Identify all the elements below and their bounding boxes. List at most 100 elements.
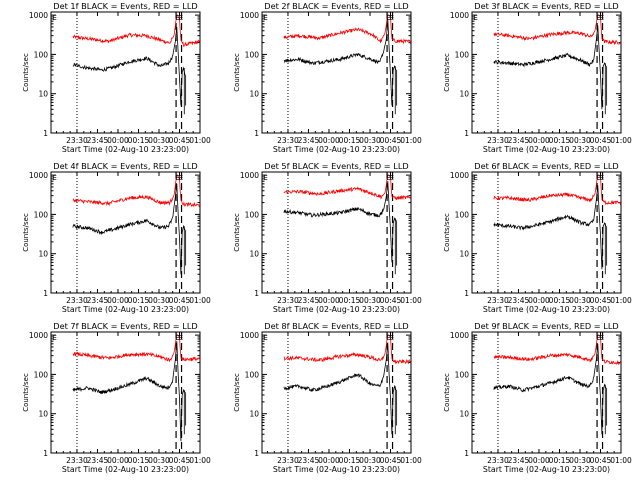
series-events-line bbox=[72, 341, 186, 442]
y-tick-label: 100 bbox=[34, 210, 49, 219]
event-marker-label: E bbox=[52, 14, 56, 22]
y-axis-label: Counts/sec bbox=[22, 373, 30, 412]
y-axis-label: Counts/sec bbox=[22, 213, 30, 252]
plot-frame bbox=[471, 171, 622, 294]
series-events-line bbox=[72, 26, 186, 106]
y-tick-label: 1000 bbox=[29, 331, 48, 340]
x-tick-label: 23:30 bbox=[66, 136, 88, 145]
y-tick-label: 100 bbox=[455, 50, 470, 59]
y-tick-label: 10 bbox=[459, 90, 469, 99]
panel-det-1f: Det 1f BLACK = Events, RED = LLD 23:3023:… bbox=[22, 1, 211, 154]
x-tick-label: 00:30 bbox=[148, 456, 170, 465]
plot-frame bbox=[471, 11, 622, 134]
series-lld-line bbox=[283, 14, 411, 45]
x-tick-label: 00:15 bbox=[128, 456, 150, 465]
x-tick-label: 23:30 bbox=[66, 456, 88, 465]
event-marker-label: E bbox=[600, 174, 604, 182]
y-tick-label: 10 bbox=[249, 410, 259, 419]
x-tick-label: 23:30 bbox=[487, 296, 509, 305]
x-tick-label: 00:00 bbox=[318, 296, 340, 305]
y-tick-label: 100 bbox=[34, 370, 49, 379]
x-tick-label: 01:00 bbox=[400, 456, 422, 465]
y-axis-label: Counts/sec bbox=[233, 213, 241, 252]
y-tick-label: 100 bbox=[245, 210, 260, 219]
x-tick-label: 23:45 bbox=[87, 136, 109, 145]
x-tick-label: 00:00 bbox=[107, 136, 129, 145]
x-tick-label: 00:30 bbox=[569, 296, 591, 305]
y-tick-label: 10 bbox=[38, 410, 48, 419]
x-tick-label: 00:00 bbox=[107, 296, 129, 305]
event-marker-label: E bbox=[52, 334, 56, 342]
y-tick-label: 1000 bbox=[450, 11, 469, 20]
y-tick-label: 100 bbox=[455, 370, 470, 379]
y-axis-label: Counts/sec bbox=[22, 53, 30, 92]
x-tick-label: 23:30 bbox=[66, 296, 88, 305]
series-lld-line bbox=[493, 334, 622, 366]
y-tick-label: 10 bbox=[459, 250, 469, 259]
x-tick-label: 00:00 bbox=[318, 456, 340, 465]
plot-frame bbox=[471, 331, 622, 454]
x-tick-label: 00:15 bbox=[549, 456, 571, 465]
x-tick-label: 00:15 bbox=[339, 456, 361, 465]
x-tick-label: 23:45 bbox=[508, 136, 530, 145]
y-tick-label: 1000 bbox=[450, 331, 469, 340]
x-tick-label: 00:15 bbox=[549, 136, 571, 145]
x-tick-label: 00:45 bbox=[380, 456, 402, 465]
y-tick-label: 1 bbox=[254, 289, 259, 298]
event-marker-label: E bbox=[175, 174, 179, 182]
x-tick-label: 00:45 bbox=[169, 136, 191, 145]
x-tick-label: 00:15 bbox=[339, 136, 361, 145]
x-tick-label: 01:00 bbox=[189, 456, 211, 465]
x-tick-label: 00:45 bbox=[169, 296, 191, 305]
panel-det-3f: Det 3f BLACK = Events, RED = LLD 23:3023:… bbox=[443, 1, 632, 154]
y-tick-label: 1 bbox=[464, 289, 469, 298]
series-events-line bbox=[283, 181, 397, 263]
plot-frame bbox=[50, 171, 201, 294]
y-tick-label: 10 bbox=[249, 90, 259, 99]
x-axis-label: Start Time (02-Aug-10 23:23:00) bbox=[483, 465, 610, 474]
x-tick-label: 00:15 bbox=[128, 136, 150, 145]
series-lld-line bbox=[283, 174, 411, 200]
panel-det-8f: Det 8f BLACK = Events, RED = LLD 23:3023:… bbox=[233, 321, 422, 474]
panel-title: Det 6f BLACK = Events, RED = LLD bbox=[474, 161, 618, 171]
event-marker-label: E bbox=[179, 334, 183, 342]
x-tick-label: 23:45 bbox=[508, 456, 530, 465]
x-tick-label: 00:45 bbox=[169, 456, 191, 465]
panel-det-6f: Det 6f BLACK = Events, RED = LLD 23:3023:… bbox=[443, 161, 632, 314]
x-tick-label: 00:00 bbox=[318, 136, 340, 145]
event-marker-label: E bbox=[52, 174, 56, 182]
plot-frame bbox=[261, 331, 412, 454]
x-tick-label: 01:00 bbox=[400, 296, 422, 305]
y-tick-label: 100 bbox=[34, 50, 49, 59]
series-lld-line bbox=[493, 14, 622, 46]
y-tick-label: 100 bbox=[245, 50, 260, 59]
event-marker-label: E bbox=[473, 174, 477, 182]
event-marker-label: E bbox=[596, 174, 600, 182]
panel-det-9f: Det 9f BLACK = Events, RED = LLD 23:3023:… bbox=[443, 321, 632, 474]
x-tick-label: 01:00 bbox=[610, 136, 632, 145]
x-tick-label: 01:00 bbox=[610, 296, 632, 305]
plot-frame bbox=[50, 331, 201, 454]
x-tick-label: 00:30 bbox=[569, 136, 591, 145]
x-tick-label: 00:30 bbox=[148, 296, 170, 305]
y-tick-label: 1 bbox=[254, 449, 259, 458]
event-marker-label: E bbox=[390, 14, 394, 22]
event-marker-label: E bbox=[179, 174, 183, 182]
panel-title: Det 8f BLACK = Events, RED = LLD bbox=[264, 321, 408, 331]
series-events-line bbox=[493, 343, 607, 435]
panel-det-4f: Det 4f BLACK = Events, RED = LLD 23:3023:… bbox=[22, 161, 211, 314]
x-tick-label: 00:45 bbox=[380, 296, 402, 305]
y-axis-label: Counts/sec bbox=[443, 373, 451, 412]
x-axis-label: Start Time (02-Aug-10 23:23:00) bbox=[273, 145, 400, 154]
series-events-line bbox=[493, 185, 607, 270]
x-tick-label: 01:00 bbox=[189, 136, 211, 145]
panel-det-5f: Det 5f BLACK = Events, RED = LLD 23:3023:… bbox=[233, 161, 422, 314]
series-events-line bbox=[283, 18, 397, 106]
x-tick-label: 23:45 bbox=[298, 296, 320, 305]
panel-title: Det 3f BLACK = Events, RED = LLD bbox=[474, 1, 618, 11]
x-tick-label: 23:45 bbox=[87, 456, 109, 465]
y-tick-label: 10 bbox=[38, 90, 48, 99]
event-marker-label: E bbox=[596, 14, 600, 22]
event-marker-label: E bbox=[473, 334, 477, 342]
